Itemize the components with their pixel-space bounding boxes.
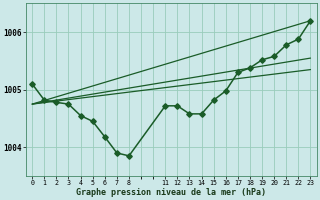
- X-axis label: Graphe pression niveau de la mer (hPa): Graphe pression niveau de la mer (hPa): [76, 188, 266, 197]
